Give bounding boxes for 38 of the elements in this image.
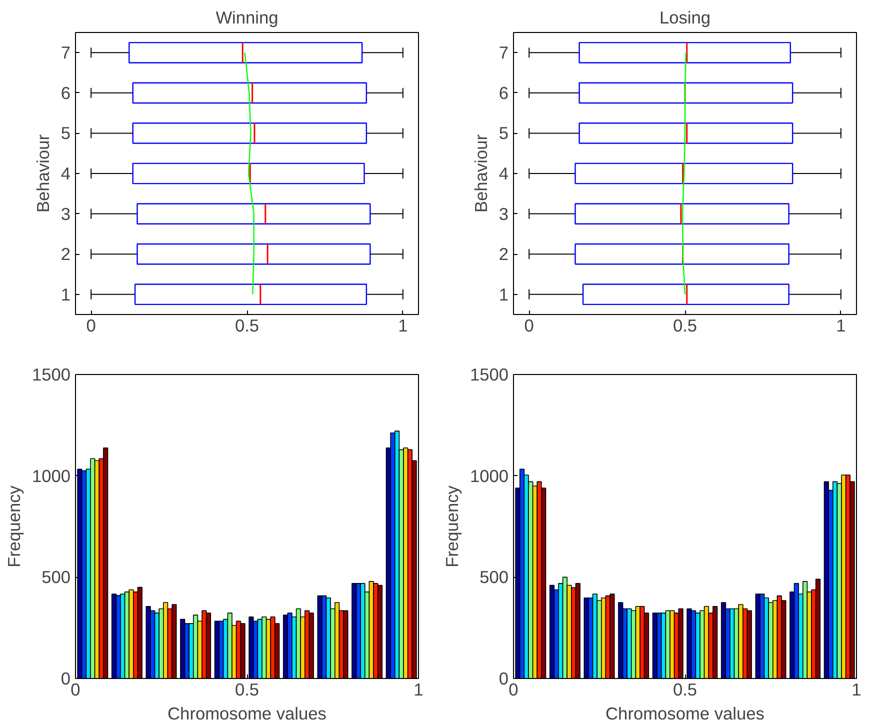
x-axis-title: Chromosome values xyxy=(168,704,327,724)
y-tick-label: 2 xyxy=(498,244,509,264)
x-tick-label: 0 xyxy=(86,316,96,336)
y-tick-label: 1500 xyxy=(32,364,71,384)
y-axis-title: Frequency xyxy=(442,485,462,568)
y-tick-label: 1 xyxy=(60,284,71,304)
y-tick-label: 1000 xyxy=(470,466,509,486)
x-tick-label: 0.5 xyxy=(234,316,260,336)
y-axis-title: Frequency xyxy=(4,485,24,568)
y-tick-label: 1000 xyxy=(32,466,71,486)
x-tick-label: 0.5 xyxy=(672,680,698,700)
y-tick-label: 3 xyxy=(498,204,509,224)
y-tick-label: 5 xyxy=(60,123,71,144)
y-tick-label: 7 xyxy=(60,42,71,63)
x-tick-label: 1 xyxy=(852,680,862,700)
x-tick-label: 1 xyxy=(398,316,408,336)
y-tick-label: 500 xyxy=(42,567,71,588)
y-axis-title: Behaviour xyxy=(470,134,491,213)
chart-title: Winning xyxy=(216,8,278,28)
x-tick-label: 0.5 xyxy=(672,316,698,336)
y-tick-label: 3 xyxy=(60,204,71,224)
y-tick-label: 5 xyxy=(498,123,509,144)
y-tick-label: 6 xyxy=(60,82,71,103)
x-axis-title: Chromosome values xyxy=(606,704,765,724)
x-tick-label: 0.5 xyxy=(234,680,260,700)
y-tick-label: 6 xyxy=(498,82,509,103)
y-tick-label: 1500 xyxy=(470,364,509,384)
x-tick-label: 1 xyxy=(836,316,846,336)
x-tick-label: 1 xyxy=(414,680,424,700)
chart-title: Losing xyxy=(659,8,711,28)
y-tick-label: 4 xyxy=(498,164,509,184)
y-tick-label: 2 xyxy=(60,244,71,264)
y-tick-label: 7 xyxy=(498,42,509,63)
y-tick-label: 4 xyxy=(60,164,71,184)
x-tick-label: 0 xyxy=(524,316,534,336)
y-axis-title: Behaviour xyxy=(32,134,53,213)
y-tick-label: 1 xyxy=(498,284,509,304)
y-tick-label: 500 xyxy=(480,567,509,588)
